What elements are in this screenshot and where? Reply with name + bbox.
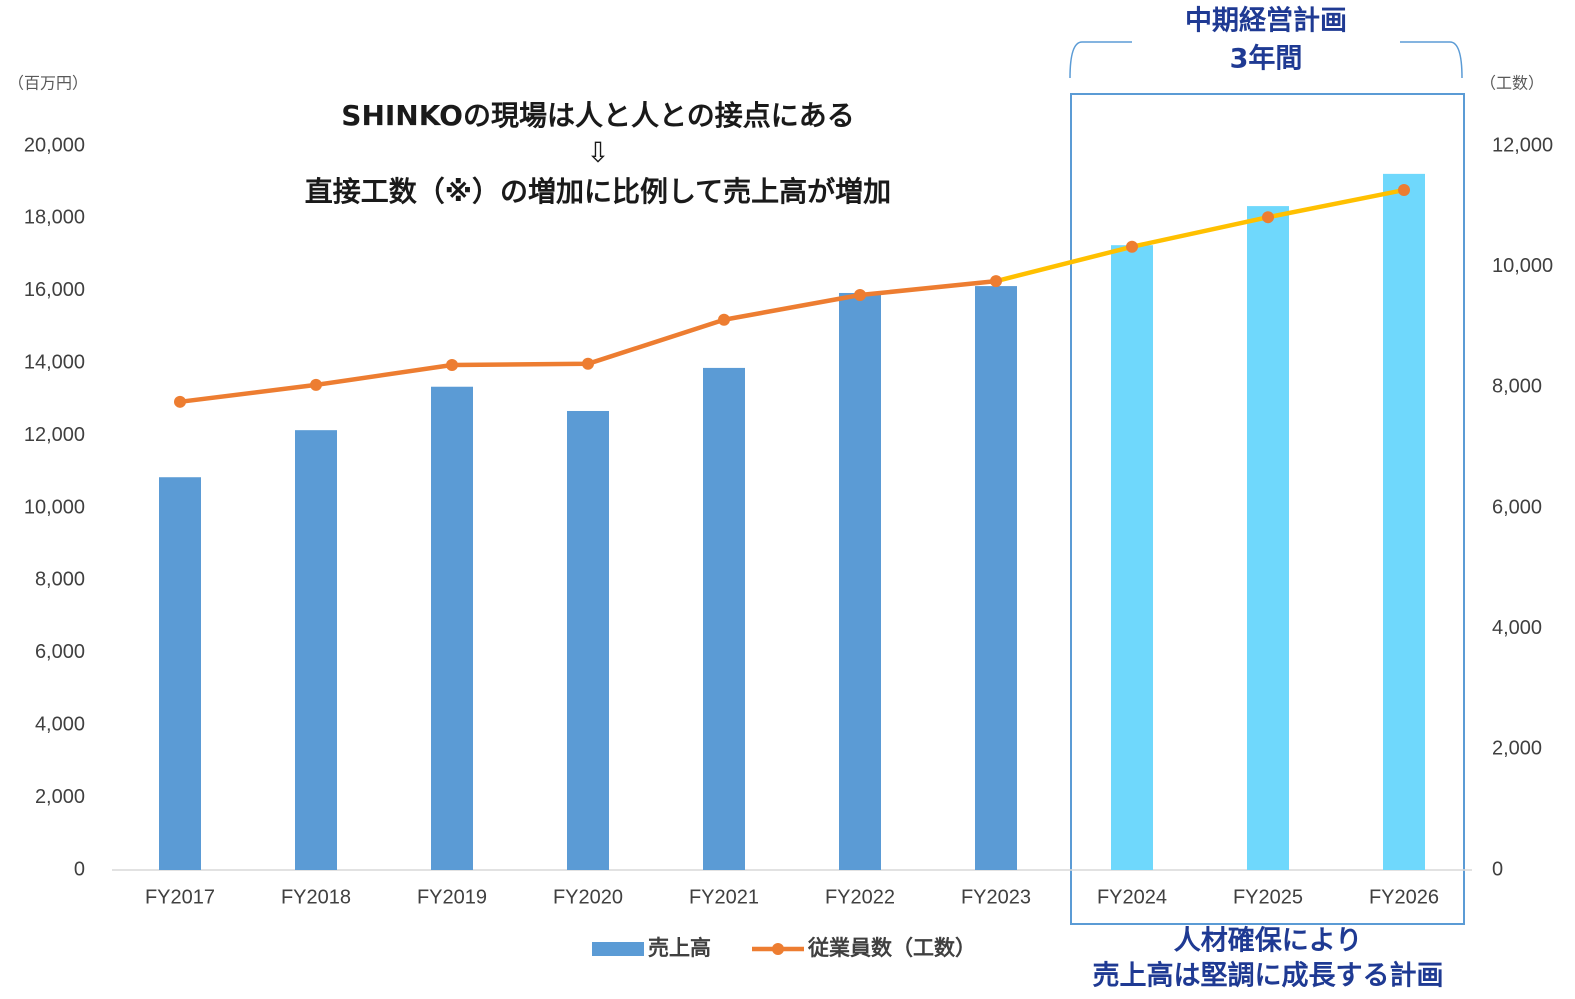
plan-note: 人材確保により xyxy=(1174,925,1362,957)
line-marker xyxy=(1126,240,1138,253)
legend-swatch xyxy=(592,942,644,956)
annotation: 直接工数（※）の増加に比例して売上高が増加 xyxy=(305,175,891,208)
y2-tick-label: 2,000 xyxy=(1492,738,1542,760)
x-tick-label: FY2024 xyxy=(1097,886,1167,908)
y-tick-label: 18,000 xyxy=(24,207,85,229)
bar xyxy=(975,286,1017,870)
line-marker xyxy=(446,359,458,372)
y2-tick-label: 12,000 xyxy=(1492,134,1553,156)
x-tick-label: FY2023 xyxy=(961,886,1031,908)
x-tick-label: FY2021 xyxy=(689,886,759,908)
y2-tick-label: 0 xyxy=(1492,858,1503,880)
y2-tick-label: 8,000 xyxy=(1492,376,1542,398)
plan-note: 売上高は堅調に成長する計画 xyxy=(1093,960,1444,992)
bar xyxy=(1383,173,1425,870)
bar xyxy=(159,477,201,870)
plan-box xyxy=(1070,93,1465,925)
y-tick-label: 6,000 xyxy=(35,641,85,663)
bar xyxy=(295,430,337,870)
y2-tick-label: 10,000 xyxy=(1492,255,1553,277)
annotation-arrow: ⇩ xyxy=(586,136,609,169)
legend-label: 従業員数（工数） xyxy=(807,936,976,960)
plan-brace xyxy=(1069,41,1463,79)
plan-title: 中期経営計画 xyxy=(1185,5,1347,37)
bar xyxy=(431,386,473,870)
annotation: SHINKOの現場は人と人との接点にある xyxy=(341,99,854,132)
line-marker xyxy=(582,357,594,370)
bar xyxy=(1247,206,1289,871)
y-tick-label: 0 xyxy=(74,858,85,880)
y-tick-label: 8,000 xyxy=(35,569,85,591)
y2-tick-label: 4,000 xyxy=(1492,617,1542,639)
x-tick-label: FY2026 xyxy=(1369,886,1439,908)
line-marker xyxy=(718,313,730,326)
line-marker xyxy=(990,275,1002,288)
y-tick-label: 16,000 xyxy=(24,279,85,301)
y-tick-label: 2,000 xyxy=(35,786,85,808)
y-tick-label: 12,000 xyxy=(24,424,85,446)
line-marker xyxy=(310,378,322,391)
legend-label: 売上高 xyxy=(648,936,711,960)
bar xyxy=(567,410,609,870)
x-tick-label: FY2022 xyxy=(825,886,895,908)
plan-title: 3年間 xyxy=(1230,43,1303,75)
x-tick-label: FY2020 xyxy=(553,886,623,908)
bar xyxy=(703,367,745,870)
x-tick-label: FY2025 xyxy=(1233,886,1303,908)
y-tick-label: 4,000 xyxy=(35,713,85,735)
line-marker xyxy=(854,289,866,302)
x-tick-label: FY2018 xyxy=(281,886,351,908)
y-tick-label: 20,000 xyxy=(24,134,85,156)
x-tick-label: FY2017 xyxy=(145,886,215,908)
line-marker xyxy=(1398,184,1410,197)
y2-axis-unit: （工数） xyxy=(1480,74,1544,93)
x-tick-label: FY2019 xyxy=(417,886,487,908)
bar xyxy=(839,292,881,870)
y-tick-label: 10,000 xyxy=(24,496,85,518)
legend-swatch xyxy=(772,943,784,955)
line-marker xyxy=(174,395,186,408)
line-marker xyxy=(1262,211,1274,224)
y2-tick-label: 6,000 xyxy=(1492,496,1542,518)
bar xyxy=(1111,245,1153,871)
line xyxy=(995,187,1405,284)
y-axis-unit: （百万円） xyxy=(8,74,88,93)
y-tick-label: 14,000 xyxy=(24,351,85,373)
